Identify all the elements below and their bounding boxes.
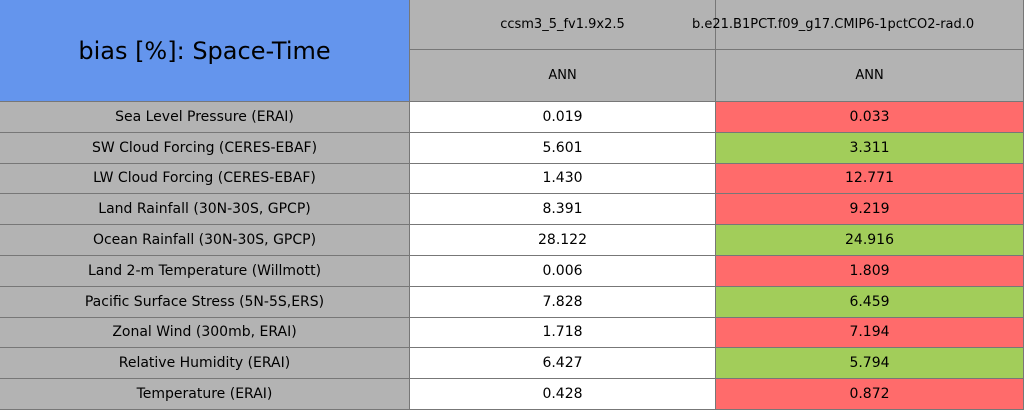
row-label: Sea Level Pressure (ERAI) bbox=[0, 102, 410, 133]
value-cell: 24.916 bbox=[716, 225, 1024, 256]
row-label: Land Rainfall (30N-30S, GPCP) bbox=[0, 194, 410, 226]
row-label: Ocean Rainfall (30N-30S, GPCP) bbox=[0, 225, 410, 256]
column-name: b.e21.B1PCT.f09_g17.CMIP6-1pctCO2-rad.0 bbox=[692, 0, 1024, 50]
value-cell: 5.601 bbox=[410, 132, 716, 164]
value-cell: 9.219 bbox=[716, 194, 1024, 226]
table-title: bias [%]: Space-Time bbox=[0, 0, 410, 102]
value-cell: 1.718 bbox=[410, 317, 716, 349]
value-cell: 3.311 bbox=[716, 132, 1024, 164]
value-cell: 12.771 bbox=[716, 163, 1024, 195]
row-label: LW Cloud Forcing (CERES-EBAF) bbox=[0, 163, 410, 195]
row-label: Zonal Wind (300mb, ERAI) bbox=[0, 317, 410, 349]
value-cell: 7.828 bbox=[410, 286, 716, 318]
row-label: Temperature (ERAI) bbox=[0, 379, 410, 410]
row-label: Pacific Surface Stress (5N-5S,ERS) bbox=[0, 286, 410, 318]
value-cell: 0.033 bbox=[716, 102, 1024, 133]
row-label: SW Cloud Forcing (CERES-EBAF) bbox=[0, 132, 410, 164]
value-cell: 7.194 bbox=[716, 317, 1024, 349]
value-cell: 6.427 bbox=[410, 348, 716, 380]
value-cell: 0.428 bbox=[410, 379, 716, 410]
column-name-text: b.e21.B1PCT.f09_g17.CMIP6-1pctCO2-rad.0 bbox=[692, 17, 975, 32]
column-period: ANN bbox=[716, 50, 1024, 102]
value-cell: 0.019 bbox=[410, 102, 716, 133]
value-cell: 0.006 bbox=[410, 256, 716, 287]
value-cell: 0.872 bbox=[716, 379, 1024, 410]
value-cell: 8.391 bbox=[410, 194, 716, 226]
value-cell: 1.430 bbox=[410, 163, 716, 195]
value-cell: 1.809 bbox=[716, 256, 1024, 287]
column-period: ANN bbox=[410, 50, 716, 102]
value-cell: 28.122 bbox=[410, 225, 716, 256]
row-label: Relative Humidity (ERAI) bbox=[0, 348, 410, 380]
value-cell: 5.794 bbox=[716, 348, 1024, 380]
value-cell: 6.459 bbox=[716, 286, 1024, 318]
row-label: Land 2-m Temperature (Willmott) bbox=[0, 256, 410, 287]
column-name: ccsm3_5_fv1.9x2.5 bbox=[410, 0, 716, 50]
